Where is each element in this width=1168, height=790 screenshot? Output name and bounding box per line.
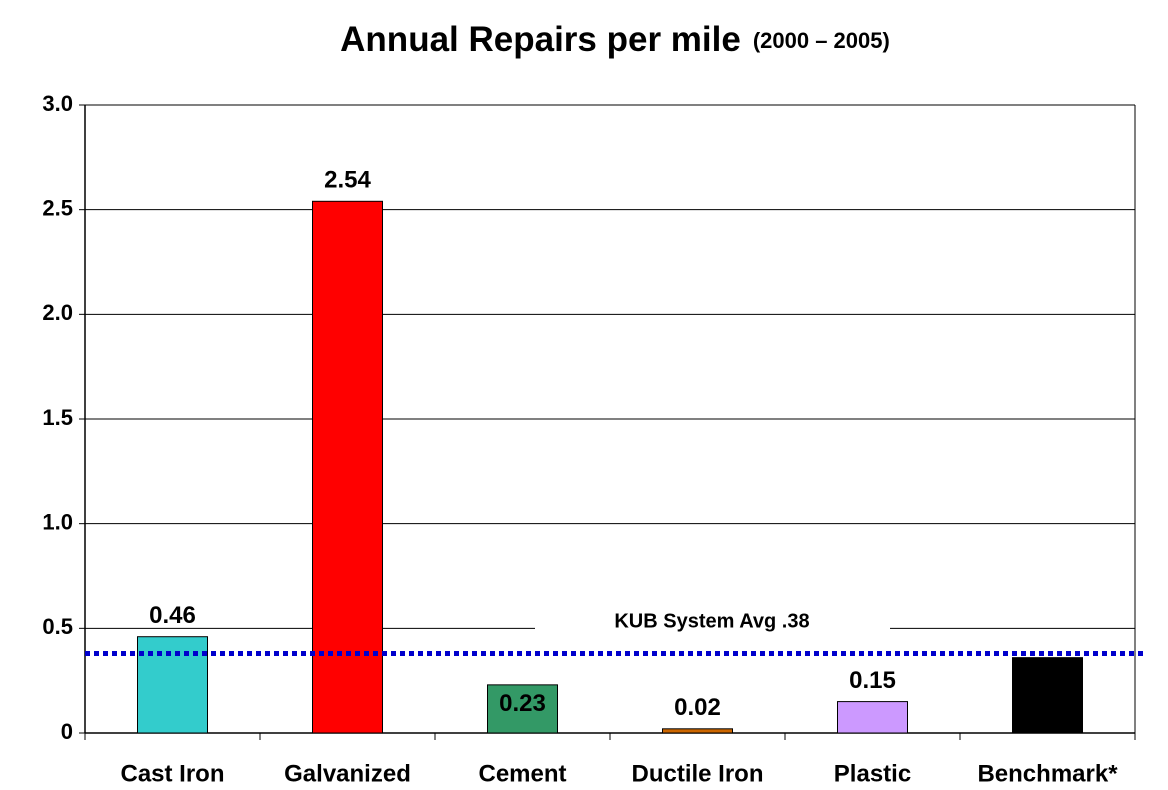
x-tick-label: Galvanized: [284, 760, 411, 787]
y-tick-label: 0.5: [42, 614, 73, 639]
bar: [487, 684, 558, 734]
value-label: 0.15: [849, 667, 896, 694]
value-label: 0.02: [674, 694, 721, 721]
y-tick-label: 2.0: [42, 300, 73, 325]
x-tick-label: Plastic: [834, 760, 911, 787]
chart-title: Annual Repairs per mile: [340, 20, 741, 59]
bar: [837, 701, 908, 734]
value-label: 0.46: [149, 602, 196, 629]
x-tick-label: Benchmark*: [977, 760, 1118, 787]
bar: [662, 728, 733, 734]
value-label: 0.36: [1024, 663, 1071, 690]
bar: [312, 200, 383, 734]
chart-subtitle: (2000 – 2005): [753, 28, 890, 53]
annotation: KUB System Avg .38: [614, 610, 809, 632]
value-label: 2.54: [324, 167, 371, 194]
y-tick-label: 1.0: [42, 509, 73, 534]
x-tick-label: Cement: [478, 760, 566, 787]
y-tick-label: 3.0: [42, 91, 73, 116]
y-tick-label: 1.5: [42, 405, 73, 430]
bar: [1012, 657, 1083, 734]
annotation-bg: [535, 605, 890, 639]
y-tick-label: 2.5: [42, 195, 73, 220]
y-tick-label: 0: [61, 719, 73, 744]
value-label: 0.23: [499, 690, 546, 717]
chart-title-group: Annual Repairs per mile (2000 – 2005): [340, 20, 890, 59]
x-tick-label: Cast Iron: [120, 760, 224, 787]
x-tick-label: Ductile Iron: [631, 760, 763, 787]
